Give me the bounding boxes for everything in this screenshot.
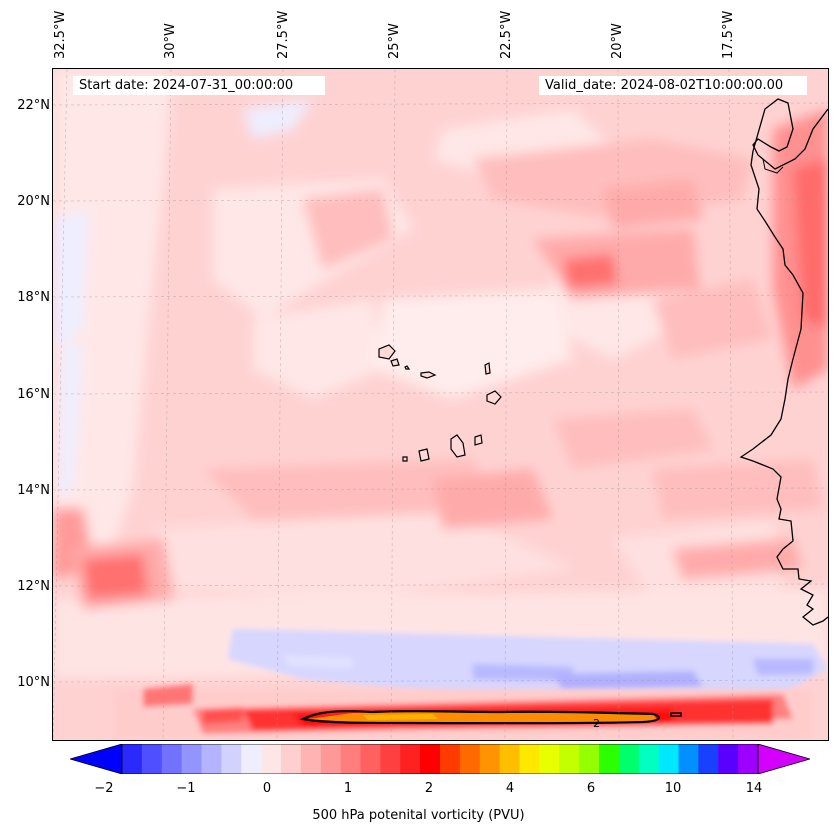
colorbar-max-arrow [757,744,810,774]
pv-core-yellow [363,714,438,720]
colorbar-tick: 0 [262,781,272,796]
colorbar-cell [499,744,520,774]
lon-label-17-5w: 17.5°W [721,10,736,59]
colorbar-tick: 1 [343,781,353,796]
lon-label-27-5w: 27.5°W [276,10,291,59]
colorbar-frame [121,744,759,774]
colorbar-tick: 10 [664,781,682,796]
colorbar-min-arrow [70,744,123,774]
lon-label-25w: 25°W [387,23,402,59]
colorbar-cell [122,744,143,774]
pv-field-svg: 2 [53,69,828,740]
colorbar-cell [360,744,381,774]
colorbar-cell [599,744,620,774]
colorbar-cell [479,744,501,774]
colorbar-cell [658,744,679,774]
colorbar-tick: 14 [745,781,763,796]
colorbar-cell [738,744,759,774]
colorbar-cell [440,744,461,774]
lat-label-12n: 12°N [17,579,50,594]
colorbar-cell [420,744,441,774]
map-panel[interactable]: 2 [52,68,829,741]
colorbar-cell [579,744,600,774]
colorbar-cell [241,744,262,774]
colorbar-cell [201,744,222,774]
lon-label-32-5w: 32.5°W [53,10,68,59]
valid-date-label: Valid_date: 2024-08-02T10:00:00.00 [539,76,807,95]
lat-label-20n: 20°N [17,194,50,209]
pv-2-contour [299,710,661,725]
lon-label-22-5w: 22.5°W [499,10,514,59]
colorbar-cell [320,744,342,774]
coastline-detail [762,158,784,174]
colorbar-cell [281,744,302,774]
lat-label-14n: 14°N [17,483,50,498]
lat-label-10n: 10°N [17,675,50,690]
colorbar-cell [400,744,421,774]
colorbar-cell [618,744,640,774]
african-coastline [739,98,828,626]
pv-2-contour-small [670,712,682,717]
contour-label: 2 [593,717,600,730]
colorbar-cells [70,744,810,774]
colorbar-tick: 2 [424,781,434,796]
lat-label-18n: 18°N [17,290,50,305]
colorbar-cell [459,744,481,774]
colorbar-label: 500 hPa potenital vorticity (PVU) [312,808,525,823]
colorbar-cell [141,744,163,774]
colorbar-cell [161,744,183,774]
colorbar-cell [698,744,719,774]
moderate-pv-patches [53,109,828,609]
lat-label-22n: 22°N [17,98,50,113]
cape-verde-islands [378,344,502,462]
colorbar-cell [221,744,242,774]
colorbar-cell [519,744,540,774]
colorbar-tick: −1 [176,781,196,796]
start-date-label: Start date: 2024-07-31_00:00:00 [73,76,325,95]
lon-label-20w: 20°W [610,23,625,59]
colorbar-cell [380,744,401,774]
colorbar-tick: 6 [586,781,596,796]
colorbar-cell [340,744,361,774]
colorbar-cell [559,744,580,774]
colorbar-cell [539,744,560,774]
lat-label-16n: 16°N [17,387,50,402]
graticule [53,69,828,740]
colorbar-cell [718,744,739,774]
colorbar-cell [181,744,202,774]
colorbar [70,744,810,774]
colorbar-tick: −2 [94,781,114,796]
lon-label-30w: 30°W [163,23,178,59]
colorbar-tick: 4 [505,781,515,796]
colorbar-cell [678,744,699,774]
colorbar-cell [638,744,660,774]
colorbar-cell [261,744,282,774]
colorbar-cell [300,744,322,774]
